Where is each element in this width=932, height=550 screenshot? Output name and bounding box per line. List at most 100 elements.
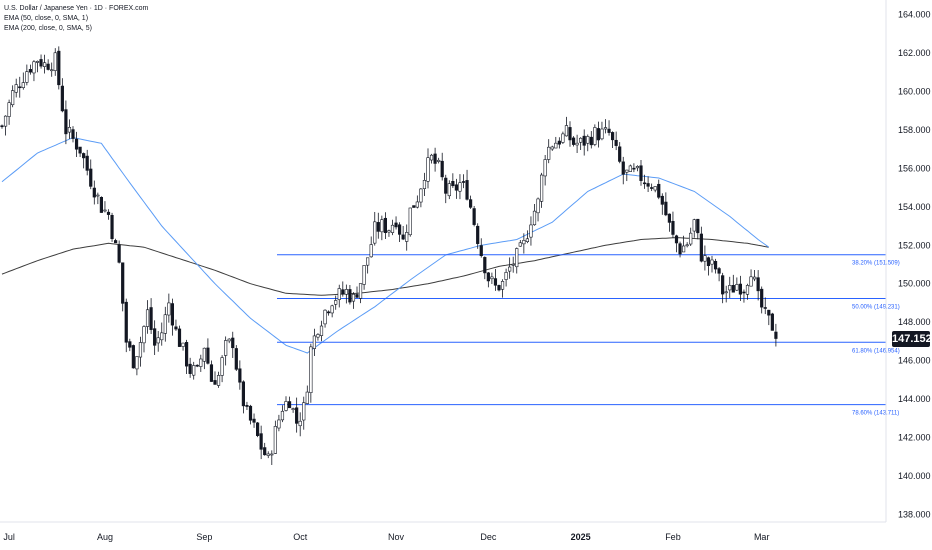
candle-body: [366, 257, 370, 266]
candle-body: [117, 244, 121, 263]
candle-body: [678, 243, 682, 255]
ema50-series: [1, 137, 770, 354]
candle-body: [426, 157, 430, 182]
candle-body: [760, 288, 764, 308]
candle-body: [685, 244, 689, 247]
candle-body: [238, 368, 242, 383]
candle-body: [42, 62, 47, 67]
candle-body: [706, 257, 711, 267]
candle-body: [7, 102, 11, 117]
candle-body: [39, 59, 43, 67]
candle-body: [518, 242, 522, 247]
candle-body: [316, 334, 320, 338]
candle-body: [188, 363, 192, 374]
candle-body: [731, 285, 735, 293]
candle-body: [621, 161, 625, 175]
candle-body: [667, 213, 671, 223]
candle-body: [82, 153, 86, 159]
candle-body: [259, 433, 263, 450]
candle-body: [508, 266, 512, 272]
fib-level-label: 38.20% (151.509): [852, 261, 900, 267]
candle-body: [522, 240, 526, 245]
candle-body: [341, 289, 345, 295]
candle-body: [160, 332, 164, 341]
x-tick-label: Aug: [97, 532, 113, 542]
candle-body: [89, 168, 93, 187]
candle-body: [628, 165, 632, 172]
candle-body: [447, 183, 451, 197]
candle-body: [461, 181, 466, 183]
candle-body: [195, 364, 199, 367]
price-axis[interactable]: 164.000 162.000 160.000 158.000 156.000 154.0…: [885, 0, 931, 522]
candle-body: [465, 180, 469, 200]
y-tick-label: 150.000: [898, 279, 931, 289]
candle-body: [444, 177, 448, 194]
candle-body: [355, 294, 359, 298]
candle-body: [646, 183, 650, 187]
candle-body: [689, 232, 693, 245]
candle-body: [589, 136, 593, 146]
x-tick-label: Sep: [196, 532, 212, 542]
candle-body: [149, 307, 153, 330]
candle-body: [14, 84, 18, 93]
time-axis[interactable]: Jul Aug Sep Oct Nov Dec 2025 Feb Mar: [0, 521, 886, 542]
candle-body: [500, 281, 505, 290]
candle-body: [497, 285, 501, 291]
candle-body: [710, 259, 714, 265]
candle-body: [106, 211, 111, 215]
candle-body: [291, 408, 295, 410]
candle-body: [53, 52, 57, 71]
candle-body: [401, 234, 405, 240]
fibonacci-retracement[interactable]: 38.20% (151.509) 50.00% (149.231) 61.80% (…: [277, 254, 900, 417]
y-tick-label: 154.000: [898, 202, 931, 212]
candle-body: [170, 303, 175, 326]
ema200-legend: EMA (200, close, 0, SMA, 5): [4, 25, 92, 32]
candle-body: [539, 174, 544, 202]
candle-body: [245, 405, 249, 407]
candle-body: [614, 139, 618, 146]
candle-body: [738, 283, 742, 295]
candle-body: [71, 129, 75, 139]
candle-body: [376, 222, 380, 232]
candle-body: [724, 291, 728, 294]
candle-body: [415, 201, 419, 208]
candle-body: [135, 356, 139, 370]
candle-body: [472, 208, 476, 225]
candle-body: [263, 447, 267, 456]
candle-body: [728, 285, 732, 291]
candle-body: [348, 289, 352, 303]
candle-body: [206, 347, 210, 364]
candle-body: [390, 224, 395, 233]
y-tick-label: 164.000: [898, 10, 931, 20]
ema50-legend: EMA (50, close, 0, SMA, 1): [4, 15, 89, 22]
candle-body: [177, 328, 182, 347]
candle-body: [437, 159, 441, 162]
candle-body: [266, 453, 270, 456]
candle-body: [323, 309, 327, 325]
candle-body: [735, 284, 739, 291]
candle-body: [575, 142, 579, 146]
candle-body: [703, 255, 707, 262]
candle-body: [515, 248, 519, 268]
candle-body: [586, 136, 590, 144]
candle-body: [681, 245, 686, 253]
candle-body: [35, 60, 40, 63]
x-tick-label: 2025: [571, 532, 591, 542]
candle-body: [185, 342, 189, 367]
candle-body: [319, 325, 324, 336]
candle-body: [167, 302, 171, 316]
candle-body: [468, 199, 473, 208]
candle-body: [490, 276, 494, 280]
candle-body: [25, 71, 29, 83]
candle-body: [199, 358, 203, 367]
candle-body: [483, 257, 487, 274]
candle-body: [202, 347, 206, 362]
candle-body: [554, 142, 558, 149]
candle-body: [767, 309, 771, 316]
candle-body: [547, 146, 551, 160]
candle-body: [579, 137, 583, 143]
x-tick-label: Nov: [388, 532, 405, 542]
candle-body: [295, 407, 299, 424]
candle-body: [625, 169, 629, 173]
